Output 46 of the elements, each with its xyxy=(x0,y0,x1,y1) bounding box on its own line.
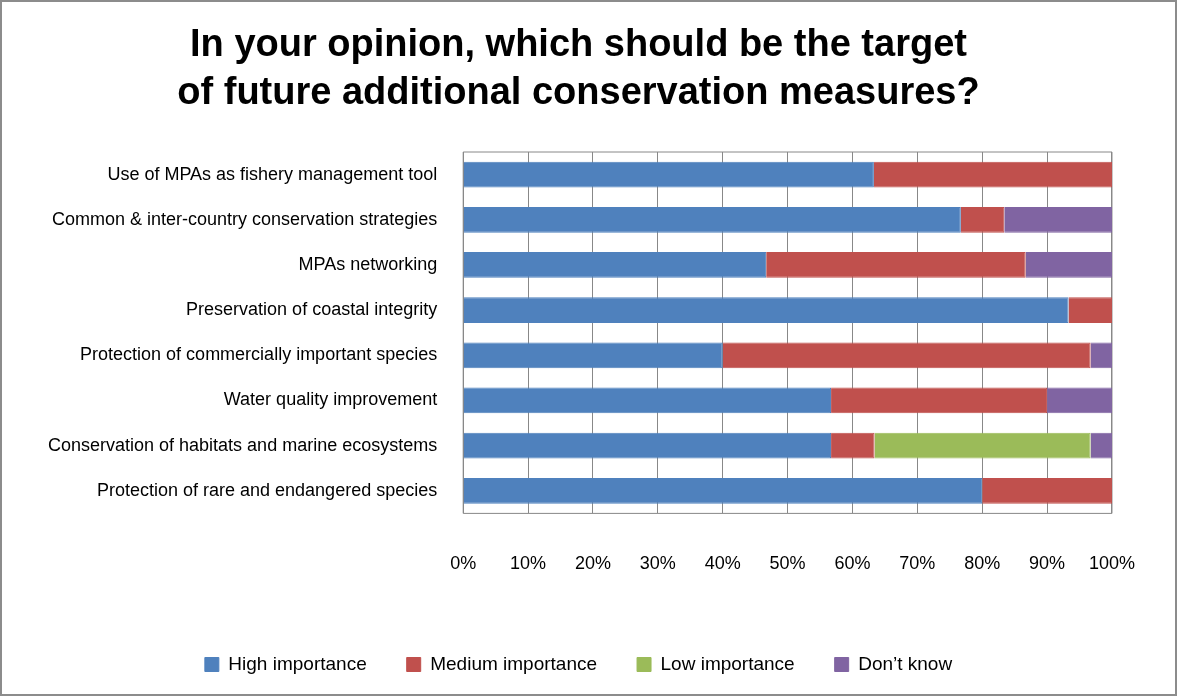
bar xyxy=(982,477,1112,504)
bar xyxy=(1090,342,1112,369)
x-tick-label: 70% xyxy=(899,553,936,574)
bar xyxy=(831,387,1048,414)
bar xyxy=(463,387,832,414)
bar xyxy=(1068,297,1112,323)
bar xyxy=(960,206,1005,233)
bar xyxy=(463,252,767,278)
bar xyxy=(873,161,1112,188)
bar xyxy=(1025,252,1112,278)
x-tick-label: 80% xyxy=(964,553,1001,574)
legend-label: Low importance xyxy=(660,652,795,674)
bar xyxy=(463,477,983,504)
bar xyxy=(766,252,1026,278)
bar xyxy=(722,342,1091,369)
y-tick-label: Use of MPAs as fishery management tool xyxy=(107,163,438,184)
bar xyxy=(1090,432,1112,459)
bar xyxy=(463,206,961,233)
bar xyxy=(1004,206,1112,233)
x-tick-label: 10% xyxy=(510,553,547,574)
y-tick-label: MPAs networking xyxy=(298,253,438,274)
bar xyxy=(874,432,1091,459)
bar xyxy=(1047,387,1112,414)
bar xyxy=(463,297,1069,323)
x-tick-label: 0% xyxy=(450,553,477,574)
y-tick-label: Conservation of habitats and marine ecosystems xyxy=(47,434,438,455)
bar xyxy=(463,432,832,459)
y-tick-label: Protection of commercially important species xyxy=(80,344,438,365)
x-tick-label: 30% xyxy=(639,553,676,574)
bar xyxy=(463,342,723,369)
x-tick-label: 100% xyxy=(1088,553,1135,574)
x-tick-label: 60% xyxy=(834,553,871,574)
legend-label: High importance xyxy=(228,652,367,674)
x-tick-label: 20% xyxy=(574,553,611,574)
bar xyxy=(463,161,874,188)
x-tick-label: 40% xyxy=(704,553,741,574)
x-tick-label: 90% xyxy=(1029,553,1066,574)
chart-title: In your opinion, which should be the target of future additional conservation measures? xyxy=(177,22,980,112)
legend-label: Medium importance xyxy=(430,652,598,674)
x-tick-label: 50% xyxy=(769,553,806,574)
y-tick-label: Water quality improvement xyxy=(223,389,438,410)
y-tick-label: Common & inter-country conservation strategies xyxy=(52,208,438,229)
y-tick-label: Protection of rare and endangered species xyxy=(96,479,438,500)
bar xyxy=(831,432,875,459)
y-tick-label: Preservation of coastal integrity xyxy=(186,299,438,320)
legend-label: Don’t know xyxy=(858,652,953,674)
